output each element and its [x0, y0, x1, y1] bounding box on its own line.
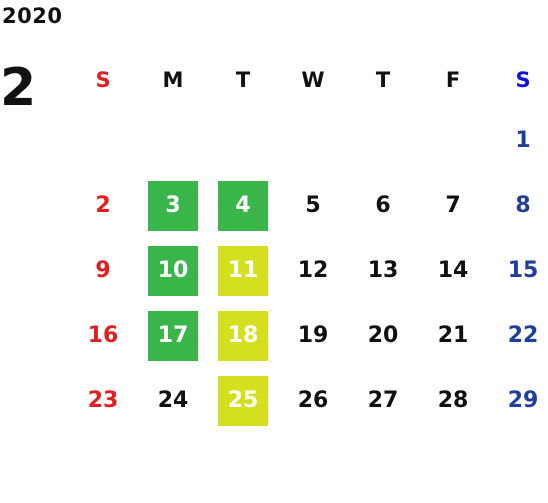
- weekday-saturday: S: [515, 68, 531, 92]
- day-cell-highlight-yellow: 25: [208, 368, 278, 433]
- day-number: 4: [218, 180, 268, 231]
- day-number: 27: [367, 388, 399, 413]
- day-cell: 14: [418, 238, 488, 303]
- day-number: 25: [218, 375, 268, 426]
- year-label: 2020: [2, 4, 63, 28]
- day-number: 5: [305, 193, 321, 218]
- day-number: [288, 116, 338, 166]
- day-number: 1: [515, 128, 531, 153]
- day-number: [78, 116, 128, 166]
- day-cell: 16: [68, 303, 138, 368]
- day-cell: 7: [418, 173, 488, 238]
- day-number: 13: [367, 258, 399, 283]
- day-cell: 26: [278, 368, 348, 433]
- day-cell: 21: [418, 303, 488, 368]
- day-cell-highlight-green: 4: [208, 173, 278, 238]
- day-cell: 6: [348, 173, 418, 238]
- day-cell-highlight-yellow: 18: [208, 303, 278, 368]
- day-number: [428, 116, 478, 166]
- day-cell: 15: [488, 238, 548, 303]
- weekday-sunday: S: [95, 68, 111, 92]
- day-number: 24: [157, 388, 189, 413]
- day-cell-highlight-yellow: 11: [208, 238, 278, 303]
- day-cell: 8: [488, 173, 548, 238]
- day-cell: [208, 108, 278, 173]
- day-number: 22: [507, 323, 539, 348]
- day-number: 10: [148, 245, 198, 296]
- day-cell: [138, 108, 208, 173]
- day-cell-highlight-green: 17: [138, 303, 208, 368]
- day-number: 8: [515, 193, 531, 218]
- day-number: 18: [218, 310, 268, 361]
- day-number: 7: [445, 193, 461, 218]
- day-cell: 5: [278, 173, 348, 238]
- day-number: 23: [87, 388, 119, 413]
- day-cell: [68, 108, 138, 173]
- day-cell-highlight-green: 10: [138, 238, 208, 303]
- day-number: 16: [87, 323, 119, 348]
- day-number: 14: [437, 258, 469, 283]
- day-number: [148, 116, 198, 166]
- weekday-monday: M: [162, 68, 184, 92]
- day-number: 19: [297, 323, 329, 348]
- day-number: 28: [437, 388, 469, 413]
- weekday-wednesday: W: [301, 68, 325, 92]
- weekday-friday: F: [445, 68, 461, 92]
- day-number: [358, 116, 408, 166]
- day-cell: 2: [68, 173, 138, 238]
- day-number: 12: [297, 258, 329, 283]
- day-number: 15: [507, 258, 539, 283]
- day-cell: [348, 108, 418, 173]
- day-cell: 27: [348, 368, 418, 433]
- day-cell: 29: [488, 368, 548, 433]
- day-number: 6: [375, 193, 391, 218]
- month-number: 2: [0, 58, 37, 118]
- day-number: 29: [507, 388, 539, 413]
- day-number: 2: [95, 193, 111, 218]
- weekday-thursday: T: [375, 68, 391, 92]
- day-number: 11: [218, 245, 268, 296]
- day-cell: 13: [348, 238, 418, 303]
- weekday-tuesday: T: [235, 68, 251, 92]
- day-cell: 22: [488, 303, 548, 368]
- day-cell: 9: [68, 238, 138, 303]
- day-cell: [278, 108, 348, 173]
- day-cell: 19: [278, 303, 348, 368]
- day-cell: 12: [278, 238, 348, 303]
- day-cell: [418, 108, 488, 173]
- day-cell: 23: [68, 368, 138, 433]
- day-number: 26: [297, 388, 329, 413]
- day-number: 21: [437, 323, 469, 348]
- calendar-grid: S M T W T F S 1 2 3 4 5 6 7 8 9 10 11 12…: [68, 52, 548, 433]
- day-cell: 24: [138, 368, 208, 433]
- day-number: 20: [367, 323, 399, 348]
- day-number: [218, 116, 268, 166]
- day-cell: 28: [418, 368, 488, 433]
- day-number: 9: [95, 258, 111, 283]
- day-cell: 20: [348, 303, 418, 368]
- day-cell-highlight-green: 3: [138, 173, 208, 238]
- day-number: 17: [148, 310, 198, 361]
- day-cell: 1: [488, 108, 548, 173]
- day-number: 3: [148, 180, 198, 231]
